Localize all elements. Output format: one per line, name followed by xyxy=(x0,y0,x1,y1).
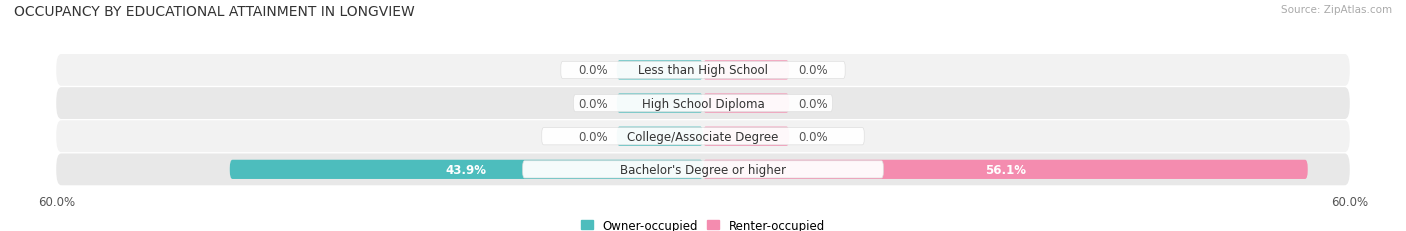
Text: Less than High School: Less than High School xyxy=(638,64,768,77)
Text: 0.0%: 0.0% xyxy=(797,97,828,110)
FancyBboxPatch shape xyxy=(56,55,1350,86)
Legend: Owner-occupied, Renter-occupied: Owner-occupied, Renter-occupied xyxy=(576,214,830,231)
FancyBboxPatch shape xyxy=(56,121,1350,152)
Text: 0.0%: 0.0% xyxy=(797,130,828,143)
FancyBboxPatch shape xyxy=(703,160,1308,179)
Text: 0.0%: 0.0% xyxy=(578,130,609,143)
FancyBboxPatch shape xyxy=(229,160,703,179)
FancyBboxPatch shape xyxy=(703,94,789,113)
Text: High School Diploma: High School Diploma xyxy=(641,97,765,110)
Text: College/Associate Degree: College/Associate Degree xyxy=(627,130,779,143)
FancyBboxPatch shape xyxy=(703,61,789,80)
FancyBboxPatch shape xyxy=(617,127,703,146)
Text: 43.9%: 43.9% xyxy=(446,163,486,176)
FancyBboxPatch shape xyxy=(561,62,845,79)
FancyBboxPatch shape xyxy=(703,127,789,146)
Text: 56.1%: 56.1% xyxy=(984,163,1026,176)
Text: Source: ZipAtlas.com: Source: ZipAtlas.com xyxy=(1281,5,1392,15)
Text: 0.0%: 0.0% xyxy=(797,64,828,77)
FancyBboxPatch shape xyxy=(541,128,865,145)
Text: Bachelor's Degree or higher: Bachelor's Degree or higher xyxy=(620,163,786,176)
FancyBboxPatch shape xyxy=(617,94,703,113)
FancyBboxPatch shape xyxy=(56,88,1350,119)
FancyBboxPatch shape xyxy=(574,95,832,112)
FancyBboxPatch shape xyxy=(523,161,883,178)
FancyBboxPatch shape xyxy=(617,61,703,80)
Text: OCCUPANCY BY EDUCATIONAL ATTAINMENT IN LONGVIEW: OCCUPANCY BY EDUCATIONAL ATTAINMENT IN L… xyxy=(14,5,415,18)
FancyBboxPatch shape xyxy=(56,154,1350,185)
Text: 0.0%: 0.0% xyxy=(578,64,609,77)
Text: 0.0%: 0.0% xyxy=(578,97,609,110)
